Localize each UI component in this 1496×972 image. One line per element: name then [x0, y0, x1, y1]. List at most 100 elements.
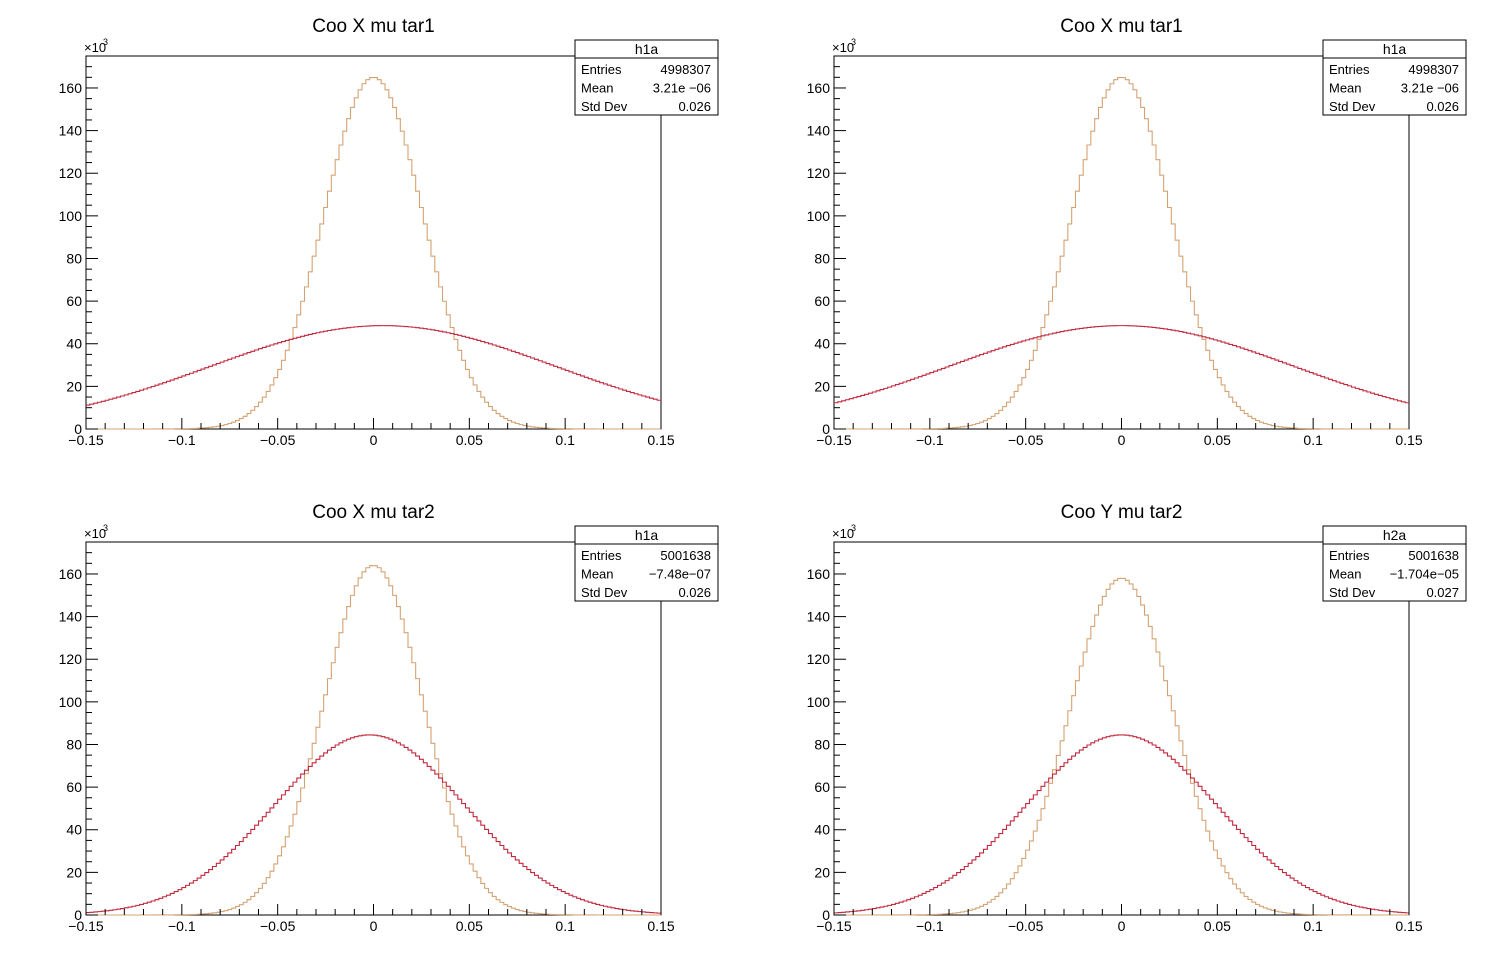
stats-box-frame [574, 39, 719, 116]
x-tick-label: 0.1 [555, 432, 575, 448]
y-exponent-power: 3 [851, 523, 856, 533]
x-tick-label: −0.1 [168, 918, 196, 934]
y-exponent-power: 3 [851, 37, 856, 47]
y-tick-label: 80 [66, 736, 82, 752]
stats-row-label: Entries [1329, 548, 1370, 563]
y-tick-label: 100 [807, 208, 831, 224]
x-tick-label: −0.15 [68, 432, 104, 448]
y-tick-label: 80 [814, 250, 830, 266]
y-tick-label: 80 [66, 250, 82, 266]
x-tick-label: 0.05 [456, 432, 483, 448]
y-tick-label: 160 [59, 80, 83, 96]
y-tick-label: 140 [59, 609, 83, 625]
y-tick-label: 120 [807, 165, 831, 181]
y-exponent-label: ×10 [84, 526, 106, 541]
chart-title: Coo X mu tar2 [312, 502, 435, 523]
chart-title: Coo X mu tar1 [1060, 16, 1183, 37]
y-tick-label: 20 [66, 864, 82, 880]
y-exponent-power: 3 [103, 37, 108, 47]
x-tick-label: 0.15 [647, 432, 674, 448]
y-tick-label: 0 [822, 421, 830, 437]
x-tick-label: −0.05 [1008, 918, 1044, 934]
stats-row-value: 3.21e −06 [1401, 81, 1459, 96]
stats-histogram-name: h1a [635, 527, 659, 543]
stats-row-label: Std Dev [581, 99, 628, 114]
stats-row-label: Std Dev [581, 585, 628, 600]
chart-title: Coo Y mu tar2 [1061, 502, 1183, 523]
y-tick-label: 20 [66, 378, 82, 394]
y-tick-label: 160 [59, 566, 83, 582]
histogram-series-1 [834, 577, 1409, 916]
x-tick-label: −0.15 [816, 432, 852, 448]
histogram-series-1 [86, 77, 661, 430]
y-tick-label: 0 [822, 907, 830, 923]
stats-box-frame [574, 525, 719, 602]
chart-title: Coo X mu tar1 [312, 16, 435, 37]
y-exponent-label: ×10 [84, 40, 106, 55]
x-tick-label: −0.05 [260, 432, 296, 448]
stats-row-label: Std Dev [1329, 99, 1376, 114]
stats-row-value: 0.026 [1426, 99, 1459, 114]
y-tick-label: 20 [814, 864, 830, 880]
y-tick-label: 140 [59, 123, 83, 139]
stats-box: h1a Entries 4998307 Mean 3.21e −06 Std Dev 0.0… [1322, 39, 1467, 116]
y-tick-label: 100 [59, 208, 83, 224]
y-tick-label: 60 [66, 293, 82, 309]
x-tick-label: 0.1 [555, 918, 575, 934]
stats-row-value: 4998307 [1408, 62, 1459, 77]
y-exponent-power: 3 [103, 523, 108, 533]
x-tick-label: 0 [370, 918, 378, 934]
y-tick-label: 20 [814, 378, 830, 394]
stats-histogram-name: h1a [1383, 41, 1407, 57]
x-tick-label: 0 [370, 432, 378, 448]
x-tick-label: −0.1 [168, 432, 196, 448]
x-tick-label: 0.05 [456, 918, 483, 934]
y-tick-label: 60 [66, 779, 82, 795]
y-tick-label: 0 [74, 907, 82, 923]
x-tick-label: 0.1 [1303, 918, 1323, 934]
histogram-series-2 [86, 734, 661, 914]
stats-row-value: 0.026 [678, 99, 711, 114]
y-exponent-label: ×10 [832, 40, 854, 55]
y-tick-label: 60 [814, 779, 830, 795]
stats-row-value: 3.21e −06 [653, 81, 711, 96]
stats-row-label: Entries [581, 62, 622, 77]
histogram-panel-3: Coo X mu tar2 −0.15 −0.1 −0.05 0 0.05 0.1 0.15 0… [59, 502, 719, 934]
histogram-series-2 [86, 325, 661, 406]
histogram-series-2 [834, 734, 1409, 914]
stats-row-value: 4998307 [660, 62, 711, 77]
y-tick-label: 120 [807, 651, 831, 667]
y-tick-label: 100 [807, 694, 831, 710]
x-tick-label: 0.15 [1395, 432, 1422, 448]
y-tick-label: 120 [59, 651, 83, 667]
stats-row-label: Std Dev [1329, 585, 1376, 600]
histogram-panel-1: Coo X mu tar1 −0.15 −0.1 −0.05 0 0.05 0.1 0.15 0… [59, 16, 719, 448]
y-tick-label: 40 [66, 822, 82, 838]
y-tick-label: 0 [74, 421, 82, 437]
stats-row-label: Entries [581, 548, 622, 563]
stats-row-value: 0.026 [678, 585, 711, 600]
x-tick-label: −0.05 [1008, 432, 1044, 448]
stats-row-value: 5001638 [660, 548, 711, 563]
stats-row-label: Mean [1329, 81, 1362, 96]
stats-row-value: −7.48e−07 [649, 567, 711, 582]
x-tick-label: −0.15 [816, 918, 852, 934]
y-tick-label: 80 [814, 736, 830, 752]
stats-row-label: Mean [581, 567, 614, 582]
x-tick-label: −0.1 [916, 918, 944, 934]
x-tick-label: −0.05 [260, 918, 296, 934]
x-tick-label: −0.15 [68, 918, 104, 934]
y-tick-label: 100 [59, 694, 83, 710]
x-tick-label: 0.05 [1204, 918, 1231, 934]
y-tick-label: 140 [807, 123, 831, 139]
stats-box: h2a Entries 5001638 Mean −1.704e−05 Std Dev 0.… [1322, 525, 1467, 602]
x-tick-label: 0.05 [1204, 432, 1231, 448]
stats-histogram-name: h1a [635, 41, 659, 57]
stats-row-value: 0.027 [1426, 585, 1459, 600]
stats-row-label: Mean [1329, 567, 1362, 582]
y-exponent-label: ×10 [832, 526, 854, 541]
histogram-series-1 [86, 565, 661, 916]
y-tick-label: 60 [814, 293, 830, 309]
x-tick-label: 0.15 [647, 918, 674, 934]
